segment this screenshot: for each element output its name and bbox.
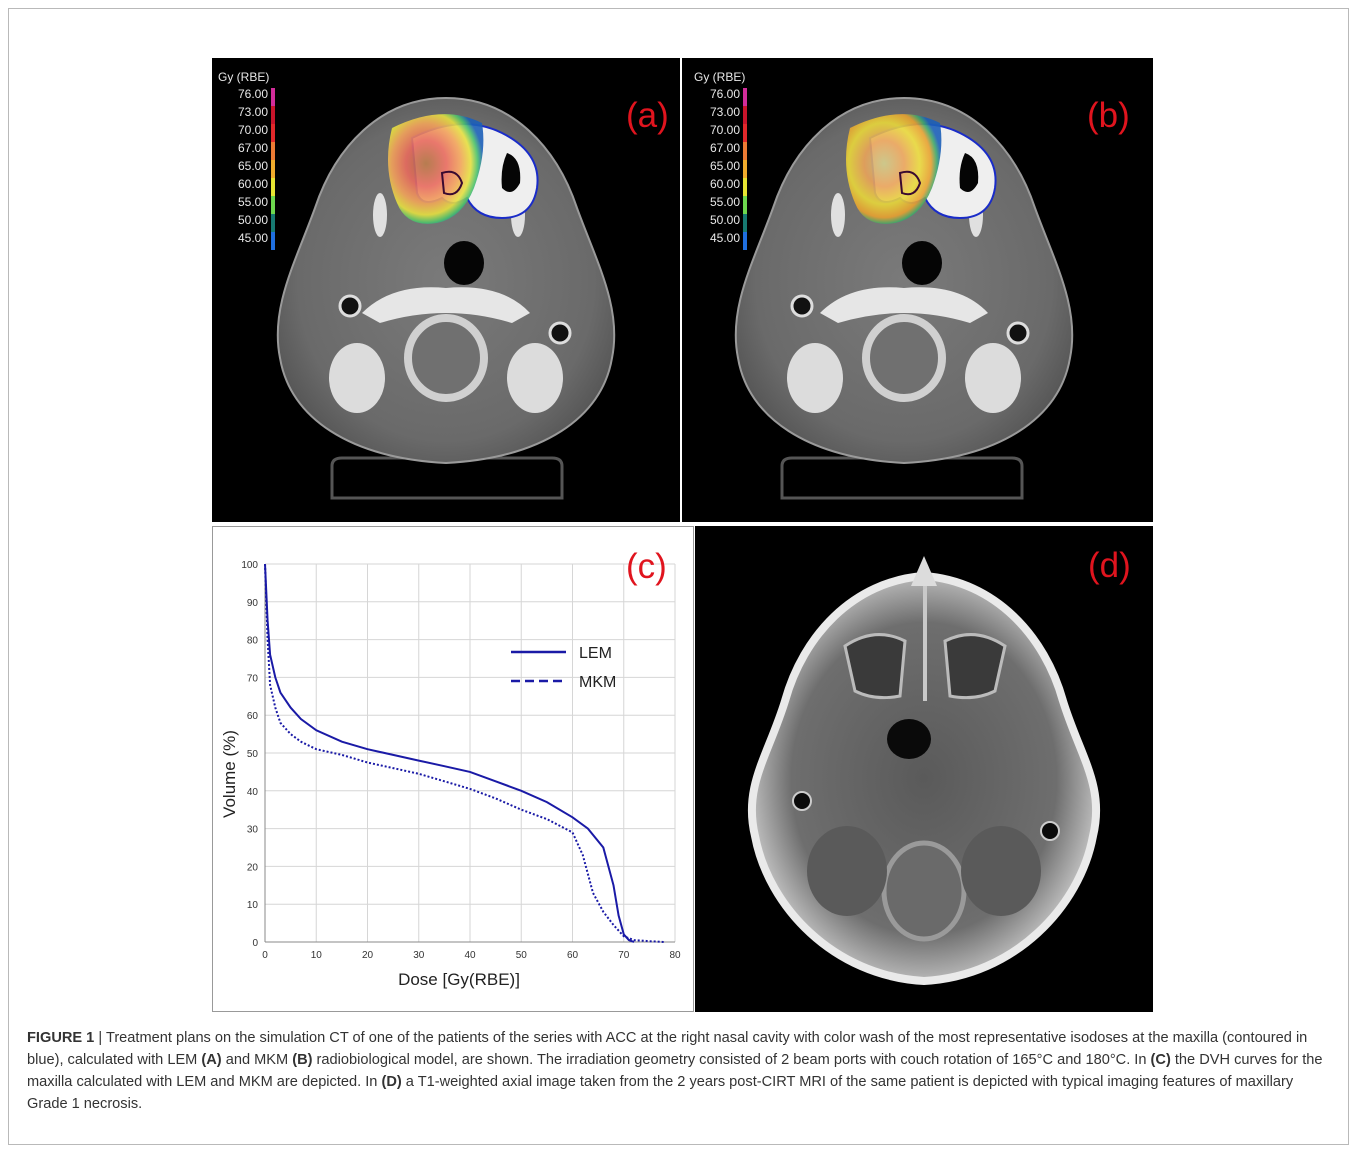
legend-label-lem: LEM xyxy=(579,645,612,662)
caption-ref-d: (D) xyxy=(381,1074,402,1090)
panel-letter-d: (d) xyxy=(1088,546,1131,585)
colorbar-label: 65.00 xyxy=(709,159,740,173)
figure-caption: FIGURE 1 | Treatment plans on the simula… xyxy=(27,1027,1327,1115)
chart-legend: LEM MKM xyxy=(511,645,616,691)
colorbar-label: 55.00 xyxy=(709,195,740,209)
caption-ref-b: (B) xyxy=(292,1052,313,1068)
chart-series xyxy=(264,563,665,943)
x-tick-label: 60 xyxy=(567,950,579,961)
y-tick-label: 20 xyxy=(247,862,259,873)
colorbar-label: 67.00 xyxy=(709,141,740,155)
y-tick-label: 80 xyxy=(247,636,259,647)
y-tick-label: 0 xyxy=(252,938,258,949)
caption-text: | Treatment plans on the simulation CT o… xyxy=(27,1030,1308,1068)
y-tick-label: 30 xyxy=(247,825,259,836)
panel-letter-a: (a) xyxy=(626,96,669,135)
chart-axes: 0 10 20 30 40 50 60 70 80 0 10 20 30 40 50 60 70 80 90 100 xyxy=(241,560,681,961)
colorbar-swatch xyxy=(743,124,747,142)
colorbar-label: 55.00 xyxy=(237,195,268,209)
x-tick-label: 50 xyxy=(516,950,528,961)
colorbar-label: 65.00 xyxy=(237,159,268,173)
colorbar-swatch xyxy=(271,214,275,232)
x-tick-label: 0 xyxy=(262,950,268,961)
caption-text: radiobiological model, are shown. The ir… xyxy=(312,1052,1151,1068)
x-axis-label: Dose [Gy(RBE)] xyxy=(398,970,520,989)
colorbar-label: 45.00 xyxy=(709,231,740,245)
panel-b-ct-mkm: Gy (RBE) 76.00 73.00 70.00 67.00 65.00 6… xyxy=(682,58,1153,522)
x-tick-label: 80 xyxy=(669,950,681,961)
y-tick-label: 40 xyxy=(247,787,259,798)
colorbar-swatch xyxy=(743,106,747,124)
dvh-chart: 0 10 20 30 40 50 60 70 800102030405060708090100 … xyxy=(220,560,681,989)
ct-image-b xyxy=(734,96,1074,500)
colorbar-swatch xyxy=(271,88,275,106)
y-tick-label: 90 xyxy=(247,598,259,609)
series-line-lem xyxy=(264,563,635,943)
colorbar-label: 73.00 xyxy=(237,105,268,119)
colorbar-swatch xyxy=(271,196,275,214)
x-tick-label: 10 xyxy=(311,950,323,961)
colorbar-label: 76.00 xyxy=(709,87,740,101)
colorbar-title: Gy (RBE) xyxy=(694,70,746,84)
colorbar-label: 73.00 xyxy=(709,105,740,119)
colorbar-swatch xyxy=(271,160,275,178)
colorbar-label: 50.00 xyxy=(709,213,740,227)
panel-a-ct-lem: Gy (RBE) 76.00 73.00 70.00 67.00 65.00 6… xyxy=(212,58,680,522)
caption-ref-a: (A) xyxy=(201,1052,222,1068)
x-tick-label: 70 xyxy=(618,950,630,961)
panel-d-mri: (d) xyxy=(695,526,1153,1012)
colorbar-swatch xyxy=(743,178,747,196)
y-tick-label: 100 xyxy=(241,560,258,571)
caption-text: the DVH curves for the maxilla calculate… xyxy=(27,1052,1323,1090)
colorbar-swatch xyxy=(271,106,275,124)
panel-c-dvh-chart: 0 10 20 30 40 50 60 70 80 0 10 20 30 40 50 60 70 80 90 100 … xyxy=(212,526,694,1012)
colorbar-swatch xyxy=(743,214,747,232)
colorbar-label: 70.00 xyxy=(709,123,740,137)
colorbar-label: 67.00 xyxy=(237,141,268,155)
figure-frame xyxy=(8,8,1349,1145)
colorbar-swatch xyxy=(743,142,747,160)
caption-text: a T1-weighted axial image taken from the… xyxy=(27,1074,1294,1112)
colorbar-swatch xyxy=(271,124,275,142)
x-tick-label: 40 xyxy=(464,950,476,961)
colorbar-label: 76.00 xyxy=(237,87,268,101)
y-axis-label: Volume (%) xyxy=(220,730,239,818)
colorbar-swatch xyxy=(743,160,747,178)
caption-text: and MKM xyxy=(221,1052,293,1068)
y-tick-label: 70 xyxy=(247,673,259,684)
colorbar-swatch xyxy=(743,88,747,106)
x-tick-label: 20 xyxy=(362,950,374,961)
mri-image xyxy=(747,556,1101,986)
colorbar-swatch xyxy=(271,178,275,196)
colorbar-swatch xyxy=(743,232,747,250)
colorbar-label: 60.00 xyxy=(709,177,740,191)
ct-image-a xyxy=(276,96,616,500)
y-tick-label: 10 xyxy=(247,900,259,911)
colorbar-swatch xyxy=(743,196,747,214)
y-tick-label: 50 xyxy=(247,749,259,760)
figure-label: FIGURE 1 xyxy=(27,1030,95,1046)
colorbar-label: 50.00 xyxy=(237,213,268,227)
colorbar-label: 70.00 xyxy=(237,123,268,137)
colorbar-label: 45.00 xyxy=(237,231,268,245)
legend-label-mkm: MKM xyxy=(579,674,616,691)
colorbar-swatch xyxy=(271,142,275,160)
caption-ref-c: (C) xyxy=(1150,1052,1171,1068)
colorbar-title: Gy (RBE) xyxy=(218,70,270,84)
colorbar-swatch xyxy=(271,232,275,250)
panel-letter-b: (b) xyxy=(1087,96,1130,135)
colorbar-label: 60.00 xyxy=(237,177,268,191)
x-tick-label: 30 xyxy=(413,950,425,961)
y-tick-label: 60 xyxy=(247,711,259,722)
panel-letter-c: (c) xyxy=(626,547,667,586)
